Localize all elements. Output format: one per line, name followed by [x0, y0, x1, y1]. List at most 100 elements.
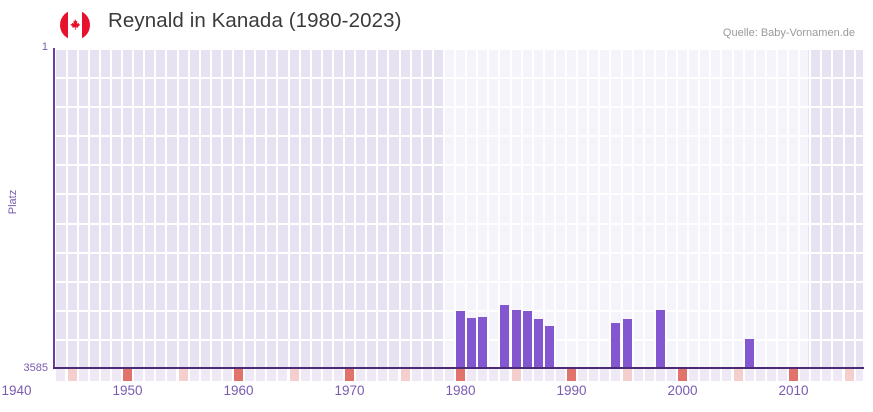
- gridline-vertical: [565, 48, 567, 368]
- gridline-vertical: [753, 48, 756, 368]
- gridline-vertical: [542, 48, 545, 368]
- x-tick-1991: [578, 369, 588, 381]
- bar-1988[interactable]: [544, 326, 554, 368]
- x-axis-label-1980: 1980: [445, 383, 476, 398]
- gridline-vertical: [798, 48, 801, 368]
- gridline-vertical: [476, 48, 479, 368]
- bar-2006[interactable]: [744, 339, 754, 368]
- x-tick-1955: [178, 369, 188, 381]
- gridline-vertical: [87, 48, 90, 368]
- gridline-vertical: [320, 48, 323, 368]
- x-tick-1968: [322, 369, 332, 381]
- gridline-vertical: [775, 48, 778, 368]
- gridline-vertical: [343, 48, 345, 368]
- x-tick-1969: [333, 369, 343, 381]
- x-tick-1956: [189, 369, 199, 381]
- gridline-vertical: [298, 48, 301, 368]
- gridline-vertical: [209, 48, 212, 368]
- x-tick-1975: [400, 369, 410, 381]
- canada-flag-icon: [60, 10, 90, 40]
- gridline-vertical: [376, 48, 379, 368]
- x-tick-2001: [689, 369, 699, 381]
- gridline-vertical: [154, 48, 157, 368]
- gridline-vertical: [709, 48, 712, 368]
- x-tick-2000: [678, 369, 687, 381]
- gridline-vertical: [820, 48, 823, 368]
- bars-layer: [54, 48, 863, 368]
- gridline-vertical: [576, 48, 579, 368]
- x-tick-band: [54, 369, 863, 381]
- gridline-horizontal: [54, 77, 863, 79]
- bar-1984[interactable]: [500, 305, 510, 368]
- gridline-vertical: [742, 48, 745, 368]
- x-tick-2002: [700, 369, 710, 381]
- gridline-vertical: [531, 48, 534, 368]
- gridline-vertical: [509, 48, 512, 368]
- y-axis-title: Platz: [7, 189, 19, 215]
- y-axis-top-label: 1: [41, 41, 48, 53]
- x-tick-1971: [356, 369, 366, 381]
- x-tick-1945: [67, 369, 77, 381]
- x-tick-1978: [433, 369, 443, 381]
- bar-1985[interactable]: [511, 310, 521, 368]
- x-tick-1966: [300, 369, 310, 381]
- gridline-vertical: [664, 48, 667, 368]
- bar-1987[interactable]: [533, 319, 543, 368]
- x-tick-2010: [789, 369, 798, 381]
- x-tick-1976: [411, 369, 421, 381]
- bar-1982[interactable]: [478, 317, 488, 368]
- gridline-vertical: [631, 48, 634, 368]
- source-attribution: Quelle: Baby-Vornamen.de: [722, 27, 855, 39]
- gridline-vertical: [831, 48, 834, 368]
- x-tick-2004: [722, 369, 732, 381]
- gridline-vertical: [265, 48, 268, 368]
- bar-1980[interactable]: [456, 311, 465, 368]
- gridline-vertical: [809, 48, 812, 368]
- x-tick-1948: [100, 369, 110, 381]
- x-tick-1970: [345, 369, 354, 381]
- x-tick-1949: [111, 369, 121, 381]
- gridline-vertical: [698, 48, 701, 368]
- gridline-vertical: [65, 48, 68, 368]
- x-tick-1984: [500, 369, 510, 381]
- x-axis-label-2010: 2010: [778, 383, 809, 398]
- gridline-vertical: [720, 48, 723, 368]
- bar-1995[interactable]: [622, 319, 632, 368]
- gridline-horizontal: [54, 48, 863, 50]
- gridline-vertical: [165, 48, 168, 368]
- x-tick-1944: [56, 369, 66, 381]
- x-tick-1958: [211, 369, 221, 381]
- x-tick-1947: [89, 369, 99, 381]
- x-tick-1960: [234, 369, 243, 381]
- x-tick-1953: [156, 369, 166, 381]
- x-axis-label-1970: 1970: [334, 383, 365, 398]
- x-tick-1986: [522, 369, 532, 381]
- flag-band-left: [60, 10, 69, 40]
- bar-1994[interactable]: [611, 323, 621, 368]
- x-tick-1993: [600, 369, 610, 381]
- bar-1981[interactable]: [467, 318, 477, 368]
- gridline-horizontal: [54, 106, 863, 108]
- x-axis-label-1950: 1950: [112, 383, 143, 398]
- gridline-vertical: [520, 48, 523, 368]
- maple-leaf-icon: [70, 18, 81, 30]
- x-tick-1982: [478, 369, 488, 381]
- gridline-vertical: [598, 48, 601, 368]
- gridline-vertical: [287, 48, 290, 368]
- y-axis-bottom-label: 3585: [23, 362, 48, 374]
- x-tick-2003: [711, 369, 721, 381]
- gridline-vertical: [787, 48, 789, 368]
- bar-1986[interactable]: [522, 311, 532, 368]
- x-tick-1964: [278, 369, 288, 381]
- x-axis-line: [53, 367, 864, 369]
- gridline-horizontal: [54, 135, 863, 137]
- bar-1998[interactable]: [655, 310, 665, 368]
- gridline-vertical: [387, 48, 390, 368]
- x-tick-1946: [78, 369, 88, 381]
- x-tick-1987: [533, 369, 543, 381]
- x-tick-1952: [145, 369, 155, 381]
- gridline-vertical: [487, 48, 490, 368]
- gridline-vertical: [420, 48, 423, 368]
- gridline-vertical: [454, 48, 456, 368]
